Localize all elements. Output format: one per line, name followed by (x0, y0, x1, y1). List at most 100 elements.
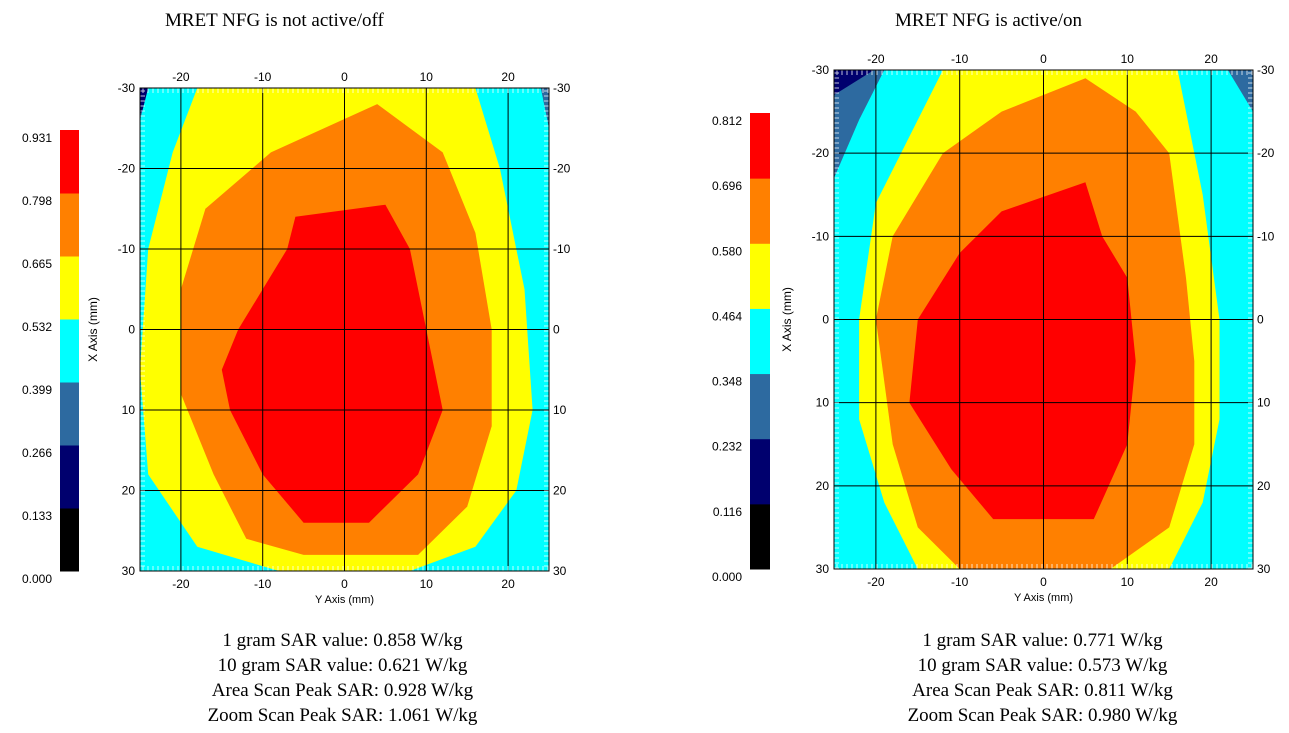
colorbar-segment (750, 373, 770, 440)
y-tick-label-right: 20 (1257, 479, 1271, 493)
stat-10g-sar: 10 gram SAR value: 0.621 W/kg (217, 655, 468, 676)
y-tick-label-left: -30 (118, 81, 136, 95)
x-tick-label-bottom: 0 (1040, 575, 1047, 589)
y-tick-label-right: -10 (553, 242, 571, 256)
y-axis-title: X Axis (mm) (86, 297, 100, 362)
y-axis-title: X Axis (mm) (780, 287, 794, 352)
x-axis-title: Y Axis (mm) (1014, 592, 1073, 604)
y-tick-label-right: 0 (553, 323, 560, 337)
x-tick-label-top: -20 (867, 52, 885, 66)
y-tick-label-right: 10 (553, 403, 567, 417)
x-tick-label-top: 10 (420, 70, 434, 84)
colorbar-tick-label: 0.812 (712, 114, 742, 128)
x-tick-label-bottom: 20 (1204, 575, 1218, 589)
x-tick-label-bottom: 10 (420, 577, 434, 591)
y-tick-label-left: 10 (816, 396, 830, 410)
colorbar-segment (60, 508, 79, 572)
stat-10g-sar: 10 gram SAR value: 0.573 W/kg (917, 655, 1168, 676)
stat-1g-sar: 1 gram SAR value: 0.858 W/kg (222, 630, 463, 651)
x-tick-label-bottom: 10 (1121, 575, 1135, 589)
colorbar-segment (60, 319, 79, 383)
colorbar-tick-label: 0.116 (713, 505, 742, 519)
colorbar-segment (750, 178, 770, 244)
border-hatch (834, 70, 1253, 569)
contour-region-0.812 (909, 182, 1136, 520)
colorbar-segment (750, 503, 770, 570)
x-tick-label-bottom: 20 (501, 577, 515, 591)
y-tick-label-right: -30 (553, 81, 571, 95)
chart-title: MRET NFG is not active/off (165, 10, 384, 31)
stat-area-scan-peak: Area Scan Peak SAR: 0.811 W/kg (912, 680, 1173, 701)
colorbar-tick-label: 0.464 (712, 309, 742, 323)
colorbar-tick-label: 0.399 (22, 383, 52, 397)
y-tick-label-left: -10 (812, 229, 830, 243)
x-tick-label-top: -10 (951, 52, 969, 66)
colorbar-tick-label: 0.266 (22, 446, 52, 460)
colorbar-tick-label: 0.232 (712, 440, 742, 454)
x-tick-label-bottom: 0 (341, 577, 348, 591)
contour-plot-off: -20 -20 -10 -10 0 0 10 10 20 20 -30 -30 -20 -20 -10 -10… (22, 70, 571, 606)
colorbar-tick-label: 0.000 (22, 572, 52, 586)
y-tick-label-left: 0 (128, 323, 135, 337)
stat-zoom-scan-peak: Zoom Scan Peak SAR: 1.061 W/kg (207, 705, 478, 726)
colorbar-tick-label: 0.665 (22, 257, 52, 271)
y-tick-label-right: -10 (1257, 229, 1275, 243)
colorbar-segment (750, 308, 770, 375)
x-tick-label-top: 20 (1204, 52, 1218, 66)
y-tick-label-right: -30 (1257, 63, 1275, 77)
x-tick-label-top: -20 (172, 70, 190, 84)
contour-region-0.931 (221, 204, 443, 523)
y-tick-label-left: -30 (812, 63, 830, 77)
colorbar-segment (750, 243, 770, 309)
y-tick-label-left: 30 (122, 564, 136, 578)
colorbar-tick-label: 0.696 (712, 179, 742, 193)
colorbar-segment (750, 438, 770, 505)
colorbar-segment (60, 193, 79, 257)
colorbar-segment (60, 256, 79, 320)
sar-stats: 1 gram SAR value: 0.771 W/kg 10 gram SAR… (865, 628, 1220, 728)
x-tick-label-bottom: -10 (254, 577, 272, 591)
chart-title: MRET NFG is active/on (895, 10, 1083, 31)
plot-frame (139, 87, 550, 572)
stat-1g-sar: 1 gram SAR value: 0.771 W/kg (922, 630, 1163, 651)
x-tick-label-bottom: -10 (951, 575, 969, 589)
y-tick-label-right: 30 (1257, 562, 1271, 576)
colorbar-tick-label: 0.580 (712, 244, 742, 258)
colorbar-segment (60, 445, 79, 509)
x-tick-label-top: -10 (254, 70, 272, 84)
y-tick-label-right: 30 (553, 564, 567, 578)
y-tick-label-left: 20 (816, 479, 830, 493)
x-tick-label-bottom: -20 (172, 577, 190, 591)
colorbar-tick-label: 0.532 (22, 320, 52, 334)
x-tick-label-top: 10 (1121, 52, 1135, 66)
y-tick-label-right: -20 (1257, 146, 1275, 160)
x-tick-label-bottom: -20 (867, 575, 885, 589)
y-tick-label-right: 20 (553, 484, 567, 498)
stat-zoom-scan-peak: Zoom Scan Peak SAR: 0.980 W/kg (907, 705, 1178, 726)
y-tick-label-right: -20 (553, 162, 571, 176)
y-tick-label-left: -10 (118, 242, 136, 256)
colorbar-tick-label: 0.798 (22, 194, 52, 208)
x-tick-label-top: 20 (501, 70, 515, 84)
colorbar-tick-label: 0.348 (712, 375, 742, 389)
chart-panel-off: MRET NFG is not active/off -20 -20 -10 -10 0… (0, 0, 640, 733)
y-tick-label-left: 0 (822, 313, 829, 327)
colorbar-segment (60, 130, 79, 194)
x-axis-title: Y Axis (mm) (315, 594, 374, 606)
y-tick-label-left: 10 (122, 403, 136, 417)
chart-panel-on: MRET NFG is active/on -20 -20 -10 -10 0 0 10 10… (660, 0, 1289, 733)
corner-region-dark (834, 70, 874, 95)
y-tick-label-right: 10 (1257, 396, 1271, 410)
x-tick-label-top: 0 (341, 70, 348, 84)
colorbar-tick-label: 0.000 (712, 570, 742, 584)
y-tick-label-right: 0 (1257, 313, 1264, 327)
y-tick-label-left: 20 (122, 484, 136, 498)
colorbar-segment (60, 382, 79, 446)
sar-stats: 1 gram SAR value: 0.858 W/kg 10 gram SAR… (170, 628, 515, 728)
colorbar-tick-label: 0.133 (22, 509, 52, 523)
contour-plot-on: -20 -20 -10 -10 0 0 10 10 20 20 -30 -30 -20 -20 -10 -10… (712, 52, 1275, 604)
colorbar-tick-label: 0.931 (22, 131, 52, 145)
stat-area-scan-peak: Area Scan Peak SAR: 0.928 W/kg (211, 680, 474, 701)
colorbar-segment (750, 113, 770, 179)
border-hatch (140, 88, 549, 571)
